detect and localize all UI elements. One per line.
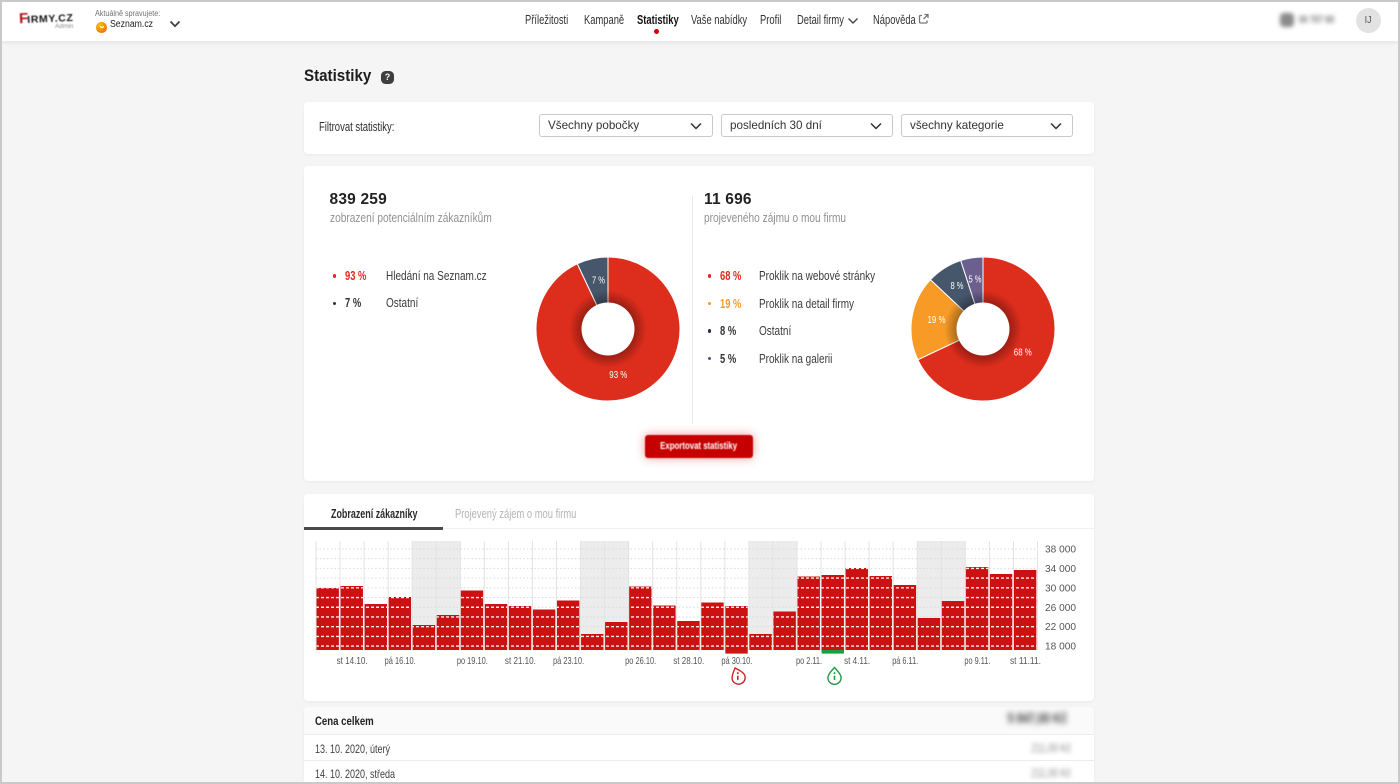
svg-text:18 000: 18 000 [1045,641,1076,653]
svg-text:pá 30.10.: pá 30.10. [721,655,752,667]
svg-text:68 %: 68 % [1013,346,1031,358]
svg-text:st 14.10.: st 14.10. [337,655,368,667]
svg-text:st 21.10.: st 21.10. [505,655,536,667]
svg-text:pá 23.10.: pá 23.10. [553,655,584,667]
svg-text:pá 16.10.: pá 16.10. [385,655,416,667]
svg-text:22 000: 22 000 [1045,621,1076,633]
svg-text:7 %: 7 % [592,274,605,286]
svg-text:19 %: 19 % [927,314,945,326]
svg-text:93 %: 93 % [609,369,627,381]
svg-text:st 4.11.: st 4.11. [844,655,870,667]
svg-text:st 11.11.: st 11.11. [1010,655,1041,667]
svg-text:po 26.10.: po 26.10. [625,655,656,667]
svg-text:5 %: 5 % [968,273,981,285]
svg-text:st 28.10.: st 28.10. [673,655,704,667]
svg-text:26 000: 26 000 [1045,602,1076,614]
svg-text:po 9.11.: po 9.11. [964,655,990,667]
svg-text:34 000: 34 000 [1045,563,1076,575]
svg-text:8 %: 8 % [950,280,963,292]
svg-text:38 000: 38 000 [1045,544,1076,556]
svg-text:po 2.11.: po 2.11. [796,655,822,667]
svg-text:30 000: 30 000 [1045,582,1076,594]
svg-text:po 19.10.: po 19.10. [457,655,488,667]
svg-text:pá 6.11.: pá 6.11. [892,655,918,667]
